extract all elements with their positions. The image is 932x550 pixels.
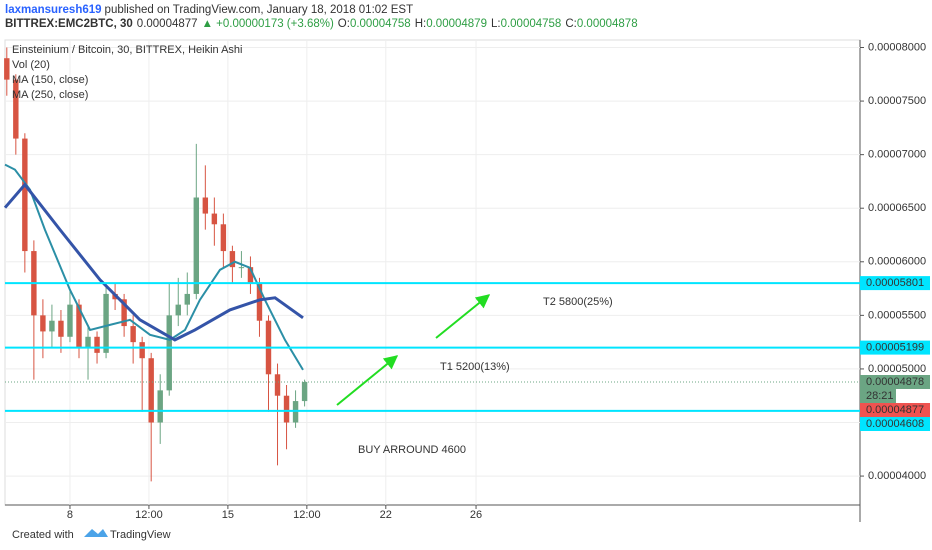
c-label: C:	[565, 18, 577, 30]
y-tick-label: 0.00006500	[868, 202, 926, 214]
arrow	[336, 355, 399, 406]
candle-body	[184, 293, 190, 305]
x-tick-label: 8	[67, 509, 73, 521]
x-tick-label: 12:00	[135, 509, 163, 521]
o-label: O:	[338, 18, 350, 30]
x-tick-label: 12:00	[293, 509, 321, 521]
o: 0.00004758	[350, 18, 411, 30]
brand-logo	[84, 529, 108, 537]
legend-volume: Vol (20)	[12, 59, 50, 71]
candle-body	[256, 283, 263, 321]
candle-body	[139, 342, 145, 359]
footer-created: Created with	[12, 529, 74, 541]
countdown: 28:21	[866, 390, 894, 402]
candle-body	[157, 390, 163, 423]
candle-body	[76, 304, 82, 348]
candle-body	[121, 299, 127, 327]
price-label: 0.00004877	[866, 404, 924, 416]
candle-body	[130, 326, 136, 343]
x-tick-label: 26	[470, 509, 482, 521]
footer-brand[interactable]: TradingView	[110, 529, 171, 541]
y-tick-label: 0.00004000	[868, 470, 926, 482]
annotation: T2 5800(25%)	[543, 296, 613, 308]
symbol-line: BITTREX:EMC2BTC, 30 0.00004877 ▲ +0.000001…	[5, 18, 638, 30]
candle-body	[85, 336, 91, 348]
candle-body	[22, 138, 28, 252]
h: 0.00004879	[426, 18, 487, 30]
annotation: BUY ARROUND 4600	[358, 444, 466, 456]
moving-average	[3, 182, 304, 342]
price: 0.00004877	[137, 18, 198, 30]
arrow	[435, 294, 491, 339]
candle-body	[274, 374, 281, 396]
y-tick-label: 0.00005000	[868, 363, 926, 375]
candle-body	[301, 382, 308, 402]
candle-body	[94, 336, 100, 353]
candle-body	[247, 267, 254, 284]
published: published on TradingView.com, January 18…	[105, 4, 414, 16]
price-label: 0.00005199	[866, 342, 924, 354]
candle-body	[211, 213, 218, 225]
candle-body	[40, 315, 46, 332]
price-label: 0.00004878	[866, 376, 924, 388]
price-label-box	[860, 276, 930, 291]
candle-body	[202, 197, 209, 214]
x-tick-label: 22	[380, 509, 392, 521]
price-label: 0.00005801	[866, 277, 924, 289]
l: 0.00004758	[501, 18, 562, 30]
candle-body	[13, 79, 19, 139]
y-tick-label: 0.00005500	[868, 309, 926, 321]
y-tick-label: 0.00007000	[868, 149, 926, 161]
header-line: laxmansuresh619 published on TradingView.…	[5, 4, 413, 16]
candle-body	[238, 267, 245, 269]
candle-body	[193, 197, 200, 294]
y-tick-label: 0.00008000	[868, 41, 926, 53]
candle-body	[220, 224, 227, 252]
author[interactable]: laxmansuresh619	[5, 4, 102, 16]
y-tick-label: 0.00007500	[868, 95, 926, 107]
candle-body	[58, 320, 64, 337]
candle-body	[166, 315, 172, 391]
moving-average	[4, 163, 304, 371]
countdown-box	[860, 389, 896, 403]
x-tick-label: 15	[222, 509, 234, 521]
candle-body	[49, 320, 55, 332]
price-label-box	[860, 340, 930, 355]
candle-body	[229, 251, 236, 268]
candle-body	[67, 304, 73, 337]
candle-body	[4, 58, 10, 80]
price-label: 0.00004608	[866, 418, 924, 430]
change: ▲ +0.00000173 (+3.68%)	[202, 18, 334, 30]
legend-ma150: MA (150, close)	[12, 74, 88, 86]
candle-body	[175, 304, 181, 316]
legend-ma250: MA (250, close)	[12, 89, 88, 101]
price-label-box	[860, 403, 930, 417]
c: 0.00004878	[577, 18, 638, 30]
h-label: H:	[415, 18, 427, 30]
candle-body	[103, 293, 109, 353]
price-label-box	[860, 375, 930, 389]
candle-body	[148, 358, 154, 423]
y-tick-label: 0.00006000	[868, 256, 926, 268]
plot	[3, 40, 860, 505]
chart-title: Einsteinium / Bitcoin, 30, BITTREX, Heik…	[12, 44, 242, 56]
annotation: T1 5200(13%)	[440, 361, 510, 373]
symbol: BITTREX:EMC2BTC, 30	[5, 18, 133, 30]
l-label: L:	[491, 18, 501, 30]
price-label-box	[860, 417, 930, 431]
candle-body	[283, 395, 290, 423]
